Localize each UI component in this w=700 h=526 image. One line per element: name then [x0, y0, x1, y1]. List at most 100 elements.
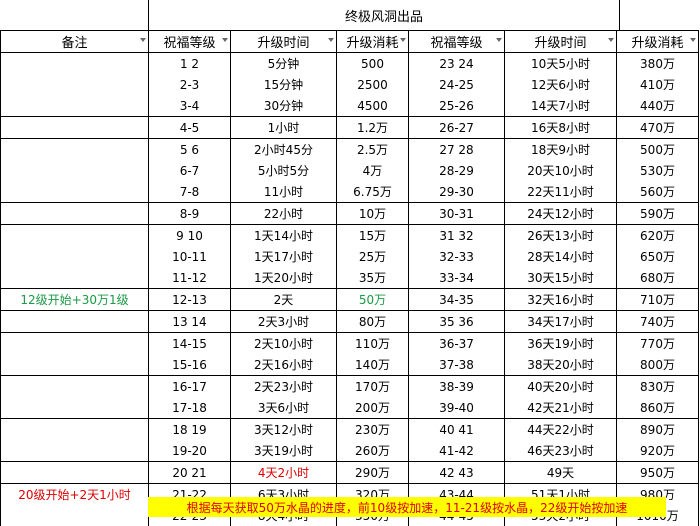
time-cell[interactable]: 2天3小时: [230, 310, 337, 333]
level-cell[interactable]: 12-13: [148, 288, 231, 311]
time-cell[interactable]: 2天16小时: [230, 354, 337, 376]
cost-cell[interactable]: 620万: [616, 224, 699, 246]
level-cell[interactable]: 33-34: [408, 267, 505, 289]
time-cell[interactable]: 2天23小时: [230, 375, 337, 397]
cost-cell[interactable]: 10万: [336, 202, 409, 225]
time-cell[interactable]: 44天22小时: [504, 418, 617, 440]
time-cell[interactable]: 18天9小时: [504, 138, 617, 160]
note-cell[interactable]: [0, 440, 149, 462]
note-cell[interactable]: [0, 116, 149, 139]
cost-cell[interactable]: 6.75万: [336, 181, 409, 203]
note-cell[interactable]: 12级开始+30万1级: [0, 288, 149, 311]
note-cell[interactable]: [0, 418, 149, 440]
time-cell[interactable]: 38天20小时: [504, 354, 617, 376]
cost-cell[interactable]: 1.2万: [336, 116, 409, 139]
level-cell[interactable]: 28-29: [408, 160, 505, 181]
cost-cell[interactable]: 440万: [616, 95, 699, 117]
time-cell[interactable]: 22天11小时: [504, 181, 617, 203]
time-cell[interactable]: 20天10小时: [504, 160, 617, 181]
note-cell[interactable]: [0, 354, 149, 376]
filter-dropdown-icon[interactable]: [496, 38, 502, 42]
note-cell[interactable]: [0, 505, 149, 526]
header-cell-cost-b[interactable]: 升级消耗: [616, 30, 699, 53]
level-cell[interactable]: 24-25: [408, 74, 505, 95]
level-cell[interactable]: 27 28: [408, 138, 505, 160]
cost-cell[interactable]: 500万: [616, 138, 699, 160]
level-cell[interactable]: 6-7: [148, 160, 231, 181]
cost-cell[interactable]: 830万: [616, 375, 699, 397]
header-cell-time-b[interactable]: 升级时间: [504, 30, 617, 53]
level-cell[interactable]: 19-20: [148, 440, 231, 462]
time-cell[interactable]: 2小时45分: [230, 138, 337, 160]
level-cell[interactable]: 20 21: [148, 461, 231, 484]
level-cell[interactable]: 30-31: [408, 202, 505, 225]
time-cell[interactable]: 3天19小时: [230, 440, 337, 462]
time-cell[interactable]: 46天23小时: [504, 440, 617, 462]
cost-cell[interactable]: 860万: [616, 397, 699, 419]
level-cell[interactable]: 10-11: [148, 246, 231, 267]
cost-cell[interactable]: 140万: [336, 354, 409, 376]
level-cell[interactable]: 4-5: [148, 116, 231, 139]
note-cell[interactable]: [0, 181, 149, 203]
header-cell-note[interactable]: 备注: [0, 30, 149, 53]
level-cell[interactable]: 29-30: [408, 181, 505, 203]
level-cell[interactable]: 38-39: [408, 375, 505, 397]
level-cell[interactable]: 3-4: [148, 95, 231, 117]
note-cell[interactable]: [0, 461, 149, 484]
header-cell-time-a[interactable]: 升级时间: [230, 30, 337, 53]
time-cell[interactable]: 11小时: [230, 181, 337, 203]
note-cell[interactable]: [0, 246, 149, 267]
note-cell[interactable]: [0, 138, 149, 160]
level-cell[interactable]: 39-40: [408, 397, 505, 419]
level-cell[interactable]: 18 19: [148, 418, 231, 440]
time-cell[interactable]: 34天17小时: [504, 310, 617, 333]
level-cell[interactable]: 15-16: [148, 354, 231, 376]
header-cell-level-b[interactable]: 祝福等级: [408, 30, 505, 53]
cost-cell[interactable]: 380万: [616, 52, 699, 74]
cost-cell[interactable]: 2.5万: [336, 138, 409, 160]
level-cell[interactable]: 9 10: [148, 224, 231, 246]
cost-cell[interactable]: 200万: [336, 397, 409, 419]
time-cell[interactable]: 14天7小时: [504, 95, 617, 117]
time-cell[interactable]: 3天12小时: [230, 418, 337, 440]
level-cell[interactable]: 25-26: [408, 95, 505, 117]
time-cell[interactable]: 22小时: [230, 202, 337, 225]
time-cell[interactable]: 3天6小时: [230, 397, 337, 419]
cost-cell[interactable]: 410万: [616, 74, 699, 95]
cost-cell[interactable]: 25万: [336, 246, 409, 267]
cost-cell[interactable]: 260万: [336, 440, 409, 462]
level-cell[interactable]: 41-42: [408, 440, 505, 462]
level-cell[interactable]: 5 6: [148, 138, 231, 160]
time-cell[interactable]: 24天12小时: [504, 202, 617, 225]
cost-cell[interactable]: 920万: [616, 440, 699, 462]
time-cell[interactable]: 1天20小时: [230, 267, 337, 289]
header-cell-level-a[interactable]: 祝福等级: [148, 30, 231, 53]
level-cell[interactable]: 35 36: [408, 310, 505, 333]
time-cell[interactable]: 16天8小时: [504, 116, 617, 139]
level-cell[interactable]: 37-38: [408, 354, 505, 376]
cost-cell[interactable]: 15万: [336, 224, 409, 246]
header-cell-cost-a[interactable]: 升级消耗: [336, 30, 409, 53]
time-cell[interactable]: 26天13小时: [504, 224, 617, 246]
time-cell[interactable]: 49天: [504, 461, 617, 484]
note-cell[interactable]: [0, 160, 149, 181]
time-cell[interactable]: 40天20小时: [504, 375, 617, 397]
level-cell[interactable]: 40 41: [408, 418, 505, 440]
filter-dropdown-icon[interactable]: [690, 38, 696, 42]
time-cell[interactable]: 4天2小时: [230, 461, 337, 484]
cost-cell[interactable]: 800万: [616, 354, 699, 376]
time-cell[interactable]: 2天: [230, 288, 337, 311]
note-cell[interactable]: [0, 202, 149, 225]
time-cell[interactable]: 5小时5分: [230, 160, 337, 181]
cost-cell[interactable]: 170万: [336, 375, 409, 397]
time-cell[interactable]: 30天15小时: [504, 267, 617, 289]
time-cell[interactable]: 1小时: [230, 116, 337, 139]
cost-cell[interactable]: 2500: [336, 74, 409, 95]
filter-dropdown-icon[interactable]: [222, 38, 228, 42]
cost-cell[interactable]: 110万: [336, 332, 409, 354]
time-cell[interactable]: 30分钟: [230, 95, 337, 117]
filter-dropdown-icon[interactable]: [608, 38, 614, 42]
note-cell[interactable]: [0, 224, 149, 246]
cost-cell[interactable]: 4500: [336, 95, 409, 117]
level-cell[interactable]: 7-8: [148, 181, 231, 203]
